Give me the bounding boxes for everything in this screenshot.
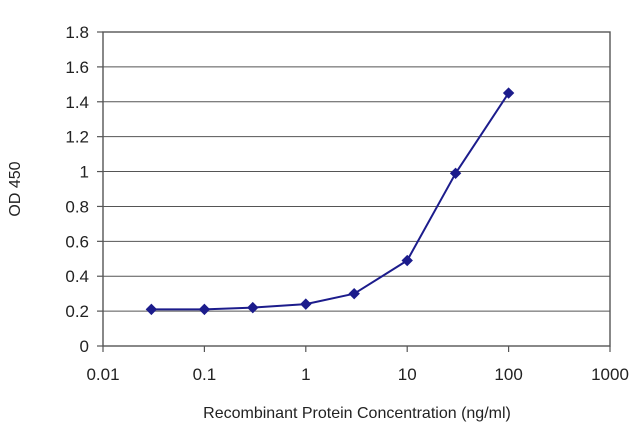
y-tick-label: 1.4: [65, 93, 89, 112]
y-tick-label: 0: [80, 337, 89, 356]
data-point-marker: [401, 254, 413, 267]
y-tick-label: 0.2: [65, 302, 89, 321]
data-point-marker: [348, 287, 360, 300]
plot-area: [102, 31, 611, 347]
data-point-marker: [300, 298, 312, 310]
y-tick-label: 0.6: [65, 232, 89, 251]
x-tick-label: 0.01: [86, 365, 119, 384]
data-point-marker: [198, 303, 211, 316]
data-point-marker: [502, 87, 515, 99]
x-tick-label: 10: [398, 365, 417, 384]
series-line: [151, 92, 510, 311]
data-point-marker: [449, 167, 462, 180]
y-axis-ticks: 0 0.2 0.4 0.6 0.8 1 1.2 1.4 1.6 1.8: [65, 23, 103, 356]
y-axis-title: OD 450: [7, 161, 24, 216]
y-tick-label: 0.4: [65, 267, 89, 286]
x-tick-label: 0.1: [193, 365, 217, 384]
x-tick-label: 1000: [591, 365, 629, 384]
x-axis-title: Recombinant Protein Concentration (ng/ml…: [203, 405, 511, 422]
data-point-marker: [145, 303, 158, 316]
y-tick-label: 1: [80, 163, 89, 182]
y-tick-label: 0.8: [65, 197, 89, 216]
data-point-marker: [247, 301, 259, 314]
series-layer: [145, 87, 515, 316]
y-tick-label: 1.2: [65, 128, 89, 147]
y-tick-label: 1.6: [65, 58, 89, 77]
x-tick-label: 1: [301, 365, 310, 384]
x-tick-label: 100: [494, 365, 522, 384]
x-axis-ticks: 0.01 0.1 1 10 100 1000: [86, 346, 629, 384]
y-tick-label: 1.8: [65, 23, 89, 42]
grid-lines: [103, 31, 610, 312]
